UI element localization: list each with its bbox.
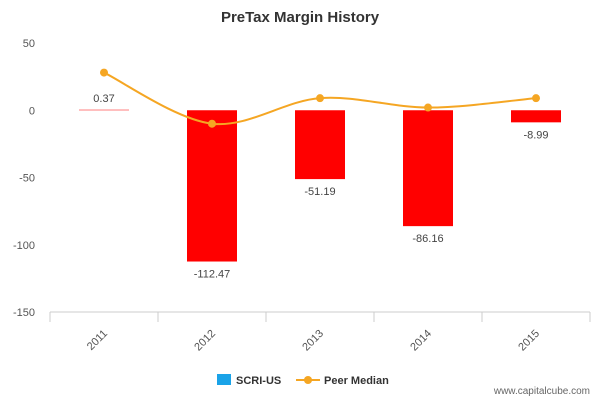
data-labels: 0.37 -112.47 -51.19 -86.16 -8.99 bbox=[93, 93, 548, 281]
line-series bbox=[100, 68, 540, 128]
legend-item-scri[interactable]: SCRI-US bbox=[217, 374, 281, 387]
y-tick-label: -100 bbox=[13, 240, 35, 252]
y-tick-label: -50 bbox=[19, 173, 35, 185]
legend-swatch-scri bbox=[217, 374, 231, 385]
bar-value-label: -8.99 bbox=[523, 129, 548, 141]
bar[interactable] bbox=[295, 110, 345, 180]
bar-series bbox=[79, 109, 561, 262]
legend-label-peer-median: Peer Median bbox=[324, 375, 389, 387]
peer-median-point[interactable] bbox=[316, 94, 324, 103]
x-tick-label: 2015 bbox=[516, 328, 542, 354]
legend: SCRI-US Peer Median bbox=[217, 374, 389, 387]
x-tick-label: 2013 bbox=[300, 328, 326, 354]
peer-median-point[interactable] bbox=[208, 119, 216, 128]
x-tick-label: 2014 bbox=[408, 328, 434, 354]
legend-label-scri: SCRI-US bbox=[236, 375, 281, 387]
bar-value-label: -86.16 bbox=[412, 233, 443, 245]
legend-item-peer-median[interactable]: Peer Median bbox=[296, 375, 389, 387]
y-axis: 50 0 -50 -100 -150 bbox=[13, 38, 35, 319]
peer-median-point[interactable] bbox=[532, 94, 540, 103]
bar-value-label: -112.47 bbox=[194, 269, 231, 281]
legend-marker-peer-median bbox=[304, 376, 312, 384]
bar-value-label: -51.19 bbox=[304, 186, 335, 198]
bar[interactable] bbox=[187, 110, 237, 262]
x-tick-label: 2012 bbox=[192, 328, 218, 354]
watermark: www.capitalcube.com bbox=[493, 386, 590, 397]
peer-median-point[interactable] bbox=[100, 68, 108, 77]
y-tick-label: 50 bbox=[23, 38, 35, 50]
chart-title: PreTax Margin History bbox=[221, 9, 380, 26]
bar[interactable] bbox=[79, 109, 129, 111]
peer-median-point[interactable] bbox=[424, 103, 432, 112]
bar[interactable] bbox=[403, 110, 453, 227]
y-tick-label: -150 bbox=[13, 307, 35, 319]
x-tick-label: 2011 bbox=[85, 328, 110, 353]
y-tick-label: 0 bbox=[29, 105, 35, 117]
bar[interactable] bbox=[511, 110, 561, 123]
x-axis: 2011 2012 2013 2014 2015 bbox=[49, 311, 591, 354]
bar-value-label: 0.37 bbox=[93, 93, 114, 105]
